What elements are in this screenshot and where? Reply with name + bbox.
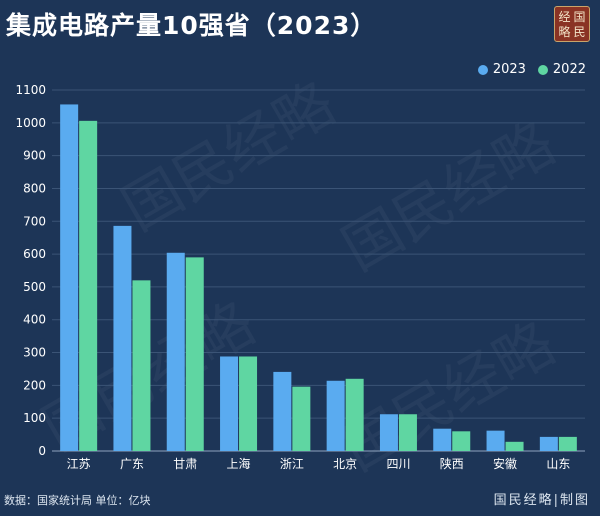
y-tick-label-500: 500 (23, 280, 46, 294)
bar-2022-7 (452, 431, 471, 451)
y-tick-label-1100: 1100 (15, 83, 46, 97)
seal-char-3: 略 (558, 24, 571, 39)
bar-2023-8 (486, 430, 505, 451)
brand-seal-logo: 经 国 略 民 (554, 6, 590, 42)
seal-char-1: 经 (558, 9, 571, 24)
y-tick-label-1000: 1000 (15, 116, 46, 130)
bar-2022-3 (239, 356, 258, 451)
brand-credit: 国民经略|制图 (493, 493, 590, 508)
x-tick-label-7: 陕西 (440, 456, 464, 471)
bar-2022-8 (505, 441, 524, 451)
bar-2022-0 (79, 120, 98, 451)
source-note: 数据：国家统计局 单位：亿块 (4, 494, 151, 507)
seal-char-2: 国 (573, 9, 586, 24)
y-tick-label-800: 800 (23, 181, 46, 195)
legend-swatch-2023 (477, 64, 488, 75)
grid-layer (52, 89, 585, 452)
x-tick-label-0: 江苏 (67, 457, 91, 471)
bar-2022-2 (185, 257, 204, 451)
bar-2023-6 (379, 414, 398, 451)
x-tick-label-5: 北京 (333, 457, 357, 471)
x-tick-label-8: 安徽 (493, 456, 517, 471)
y-tick-label-200: 200 (23, 378, 46, 392)
bar-2022-6 (398, 414, 417, 451)
bar-2022-1 (132, 280, 151, 451)
bar-2022-9 (558, 436, 577, 451)
legend-item-2023: 2023 (477, 62, 526, 77)
bar-2022-4 (292, 386, 311, 451)
x-tick-label-4: 浙江 (280, 457, 304, 471)
legend-item-2022: 2022 (537, 62, 586, 77)
label-layer: 0 100 200 300 400 500 600 700 800 900 1000 1100 江苏 广东… (15, 83, 570, 471)
chart-title: 集成电路产量10强省（2023） (6, 11, 377, 40)
bar-2023-7 (433, 428, 452, 451)
y-tick-label-300: 300 (23, 346, 46, 360)
x-tick-label-1: 广东 (120, 457, 144, 471)
x-tick-label-6: 四川 (386, 457, 410, 471)
bar-2023-3 (220, 356, 239, 451)
x-tick-label-2: 甘肃 (173, 457, 197, 471)
y-tick-label-900: 900 (23, 149, 46, 163)
y-tick-label-100: 100 (23, 411, 46, 425)
y-tick-label-400: 400 (23, 313, 46, 327)
bar-2023-5 (326, 380, 345, 451)
seal-char-4: 民 (573, 24, 586, 39)
bar-2023-0 (60, 104, 79, 451)
bar-2023-4 (273, 371, 292, 451)
legend-label-2023: 2023 (492, 62, 526, 77)
bar-layer (60, 104, 577, 451)
bar-2022-5 (345, 378, 364, 451)
legend-label-2022: 2022 (552, 62, 586, 77)
bar-2023-2 (166, 252, 185, 451)
chart-legend: 2023 2022 (477, 62, 586, 77)
x-tick-label-9: 山东 (546, 457, 570, 471)
bar-2023-1 (113, 225, 132, 451)
y-tick-label-700: 700 (23, 214, 46, 228)
x-tick-label-3: 上海 (227, 456, 251, 471)
y-tick-label-0: 0 (38, 444, 46, 458)
y-tick-label-600: 600 (23, 247, 46, 261)
legend-swatch-2022 (537, 64, 548, 75)
bar-2023-9 (539, 436, 558, 451)
